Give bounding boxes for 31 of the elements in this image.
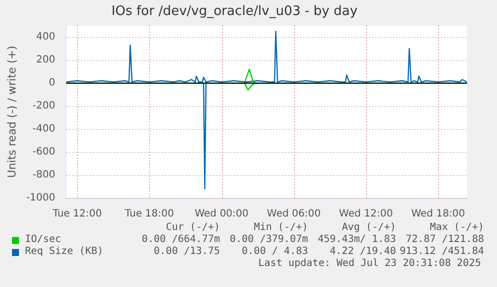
text: Avg (-/+) xyxy=(340,222,396,234)
x-tick-label: Tue 12:00 xyxy=(52,208,102,220)
text: 459.43m/ 1.83 xyxy=(316,234,396,246)
text: 913.12 /451.84 xyxy=(398,246,484,258)
y-tick-label: -400 xyxy=(32,124,56,135)
text: Min (-/+) xyxy=(252,222,308,234)
text: Cur (-/+) xyxy=(164,222,220,234)
x-tick-label: Wed 12:00 xyxy=(339,208,393,220)
text: 72.87 /121.88 xyxy=(404,234,484,246)
text: Last update: Wed Jul 23 20:31:08 2025 xyxy=(258,258,482,270)
text: 0.00 /664.77m xyxy=(140,234,220,246)
chart-title: IOs for /dev/vg_oracle/lv_u03 - by day xyxy=(111,4,358,20)
x-tick-label: Wed 18:00 xyxy=(411,208,466,220)
y-tick-label: 0 xyxy=(48,78,56,89)
y-tick-label: -800 xyxy=(32,170,56,181)
y-tick-label: -600 xyxy=(32,146,56,158)
text: 0.00 /13.75 xyxy=(152,246,220,258)
x-tick-label: Wed 06:00 xyxy=(266,208,321,220)
y-tick-label: 200 xyxy=(36,54,56,66)
y-axis-title: Units read (-) / write (+) xyxy=(5,46,18,178)
legend-label: IO/sec xyxy=(25,234,62,246)
x-tick-label: Wed 00:00 xyxy=(194,208,249,220)
text: 0.00 / 4.83 xyxy=(240,246,308,258)
text: Max (-/+) xyxy=(428,222,484,234)
text: 4.22 /19.40 xyxy=(328,246,396,258)
legend-label: Req Size (KB) xyxy=(25,246,104,258)
y-tick-label: 400 xyxy=(36,32,56,43)
text: 0.00 /379.07m xyxy=(228,234,308,246)
x-tick-label: Tue 18:00 xyxy=(124,208,174,220)
y-tick-label: -1000 xyxy=(26,192,56,204)
y-tick-label: -200 xyxy=(32,100,56,112)
